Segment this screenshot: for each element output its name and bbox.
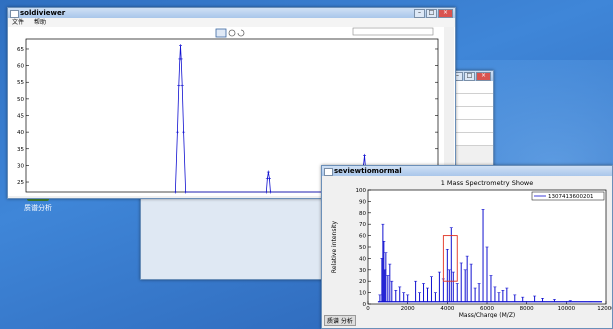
desktop-icon-label: 质谱分析 [24,204,52,212]
close-button[interactable]: × [438,9,453,18]
y-tick-label: 100 [356,188,367,194]
y-tick-label: 40 [359,256,366,262]
y-tick-label: 30 [17,163,24,169]
y-tick-label: 25 [17,180,24,186]
select-icon[interactable] [215,28,227,38]
app-icon [324,168,333,176]
y-tick-label: 30 [359,268,366,274]
y-tick-label: 50 [17,97,24,103]
legend-box [352,27,434,36]
y-tick-label: 55 [17,80,24,86]
spectrum-chart[interactable]: 1 Mass Spectrometry Showe 0 10 20 30 40 50 60 70… [322,176,612,318]
spectrum-window[interactable]: seviewtiomormal 1 Mass Spectrometry Show… [321,165,613,329]
chart-title: 1 Mass Spectrometry Showe [441,179,534,187]
close-button[interactable]: × [476,72,491,81]
y-tick-label: 0 [363,302,367,308]
data-point [182,130,186,134]
x-axis-label: Mass/Charge (M/Z) [459,312,516,318]
y-axis-label: Relative intensity [331,220,338,273]
y-tick-label: 90 [359,199,366,205]
x-tick-label: 6000 [480,306,494,312]
data-point [268,190,272,194]
gear-icon[interactable] [228,29,236,37]
menu-help[interactable]: 帮助 [34,19,47,26]
window-controls: – □ × [452,72,491,81]
x-tick-label: 0 [366,306,370,312]
y-tick-label: 60 [17,64,24,70]
data-point [264,190,268,194]
window-title: seviewtiomormal [334,167,402,175]
y-tick-label: 20 [359,279,366,285]
data-point [179,57,183,61]
minimize-button[interactable]: – [414,9,425,18]
data-point [266,170,270,174]
background-panel-window[interactable] [140,190,332,280]
y-tick-label: 60 [359,234,366,240]
maximize-button[interactable]: □ [426,9,437,18]
data-point [267,177,271,181]
main-titlebar[interactable]: soldiviewer – □ × [8,8,455,18]
data-point [363,153,367,157]
scrollbar[interactable] [444,27,454,195]
x-tick-label: 12000 [597,306,612,312]
x-tick-label: 8000 [520,306,534,312]
y-tick-label: 80 [359,211,366,217]
menu-file[interactable]: 文件 [12,19,25,26]
data-point [184,190,188,194]
window-controls: – □ × [414,9,453,18]
data-point [179,44,182,48]
y-tick-label: 45 [17,114,24,120]
window-title: soldiviewer [20,9,66,17]
y-tick-label: 65 [17,47,24,53]
maximize-button[interactable]: □ [464,72,475,81]
menu-bar: 文件 帮助 [8,18,455,27]
data-point [177,84,181,88]
spectrum-titlebar[interactable]: seviewtiomormal [322,166,612,176]
y-tick-label: 35 [17,147,24,153]
y-tick-label: 50 [359,245,366,251]
y-tick-label: 40 [17,130,24,136]
data-point [180,84,184,88]
highlight-box [442,235,458,282]
x-tick-label: 10000 [558,306,576,312]
data-point [173,190,177,194]
refresh-icon[interactable] [237,29,245,37]
y-tick-label: 70 [359,222,366,228]
legend-label: 1307413600201 [548,194,594,200]
app-icon [10,10,19,18]
x-tick-label: 2000 [401,306,415,312]
y-tick-label: 10 [359,291,366,297]
x-tick-label: 4000 [440,306,454,312]
data-point [175,130,179,134]
legend-box [531,191,605,201]
taskbar-label: 质谱 分析 [324,315,356,326]
